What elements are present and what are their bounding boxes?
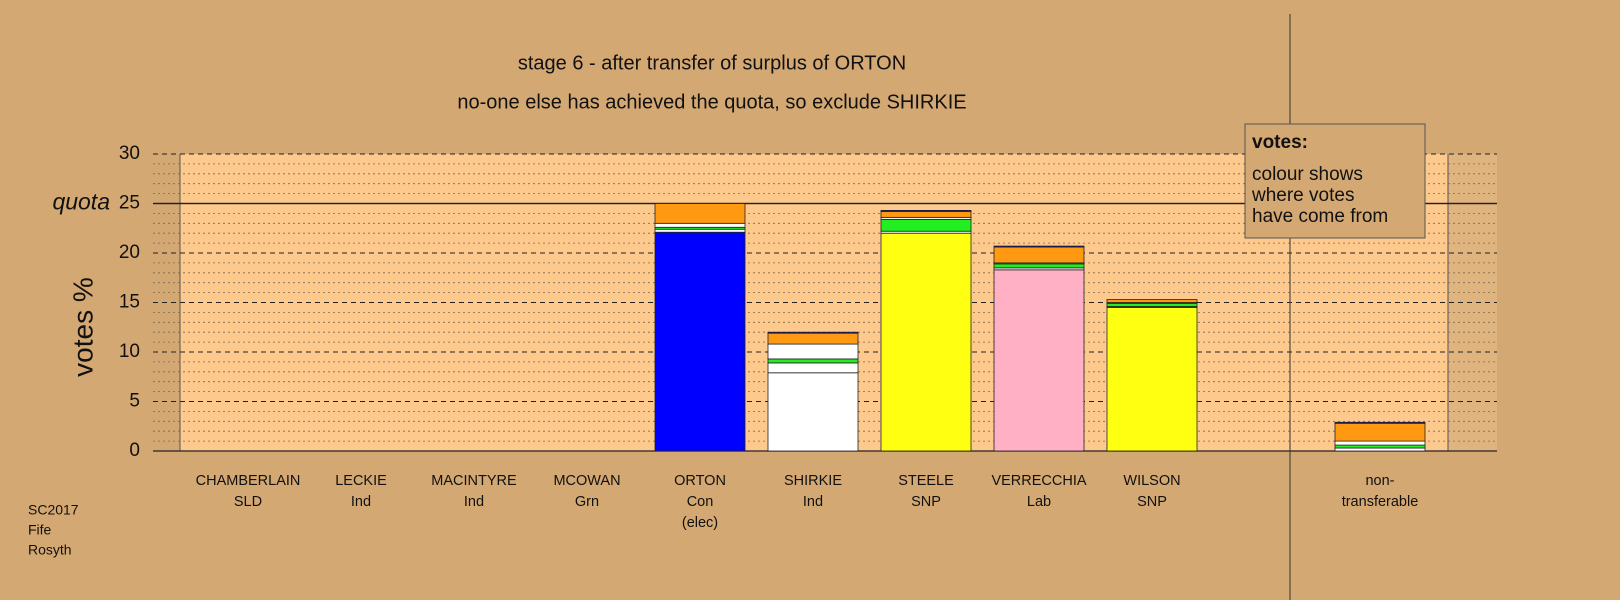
annotation-title: votes: [1252,132,1308,153]
bar-segment [880,210,972,212]
x-tick-label: Lab [1027,494,1051,510]
y-tick-label: 5 [129,391,140,412]
quota-label: quota [52,189,110,215]
bar-segment [767,372,859,452]
x-tick-label: CHAMBERLAIN [196,473,301,489]
x-tick-label: Ind [803,494,823,510]
bar-segment [1106,307,1198,452]
x-tick-label: (elec) [682,515,718,531]
bar-segment [1334,447,1426,452]
bar-segment [654,231,746,452]
x-tick-label: SNP [1137,494,1167,510]
bar-segment [880,218,972,232]
y-tick-label: 10 [119,341,140,362]
bar-segment [767,362,859,374]
bar-segment [993,246,1085,264]
y-tick-label: 25 [119,193,140,214]
footer-line: Fife [28,522,52,538]
bar-segment [1334,444,1426,449]
bar-segment [1334,422,1426,442]
bar-segment [654,203,746,224]
y-tick-label: 15 [119,292,140,313]
annotation-frame [1244,123,1426,239]
bar-segment [1106,299,1198,303]
y-tick-label: 20 [119,242,140,263]
annotation-line: colour shows [1252,164,1363,185]
bars [654,203,1426,452]
y-axis-label: votes % [67,277,98,377]
footer-line: Rosyth [28,542,72,558]
x-tick-label: STEELE [898,473,954,489]
x-tick-label: Grn [575,494,599,510]
y-tick-label: 0 [129,440,140,461]
x-tick-label: Ind [464,494,484,510]
x-tick-label: LECKIE [335,473,387,489]
bar-segment [767,343,859,360]
annotation-line: have come from [1252,206,1388,227]
footer-line: SC2017 [28,502,79,518]
x-tick-label: non- [1365,473,1394,489]
bar-segment [654,222,746,228]
chart-subtitle: no-one else has achieved the quota, so e… [457,91,966,113]
bar-segment [1106,303,1198,307]
bar-segment [1334,440,1426,446]
x-tick-label: MCOWAN [553,473,620,489]
bar-segment [880,211,972,218]
bar-segment [880,232,972,452]
bar-segment [654,228,746,233]
x-tick-label: SNP [911,494,941,510]
x-tick-label: SLD [234,494,262,510]
bar-segment [767,332,859,345]
x-tick-label: MACINTYRE [431,473,517,489]
x-tick-label: Con [687,494,714,510]
x-tick-label: VERRECCHIA [991,473,1086,489]
y-tick-label: 30 [119,143,140,164]
x-tick-label: transferable [1342,494,1419,510]
x-tick-label: Ind [351,494,371,510]
annotation-line: where votes [1251,185,1354,206]
bar-segment [993,269,1085,452]
footer: SC2017 Fife Rosyth [28,502,79,558]
bar-segment [767,358,859,364]
x-tick-label: WILSON [1123,473,1180,489]
bar-segment [1334,421,1426,424]
x-tick-label: ORTON [674,473,726,489]
bar-segment [993,245,1085,248]
bar-segment [993,263,1085,269]
x-tick-label: SHIRKIE [784,473,842,489]
chart-title: stage 6 - after transfer of surplus of O… [518,52,906,74]
bar-segment [767,331,859,334]
